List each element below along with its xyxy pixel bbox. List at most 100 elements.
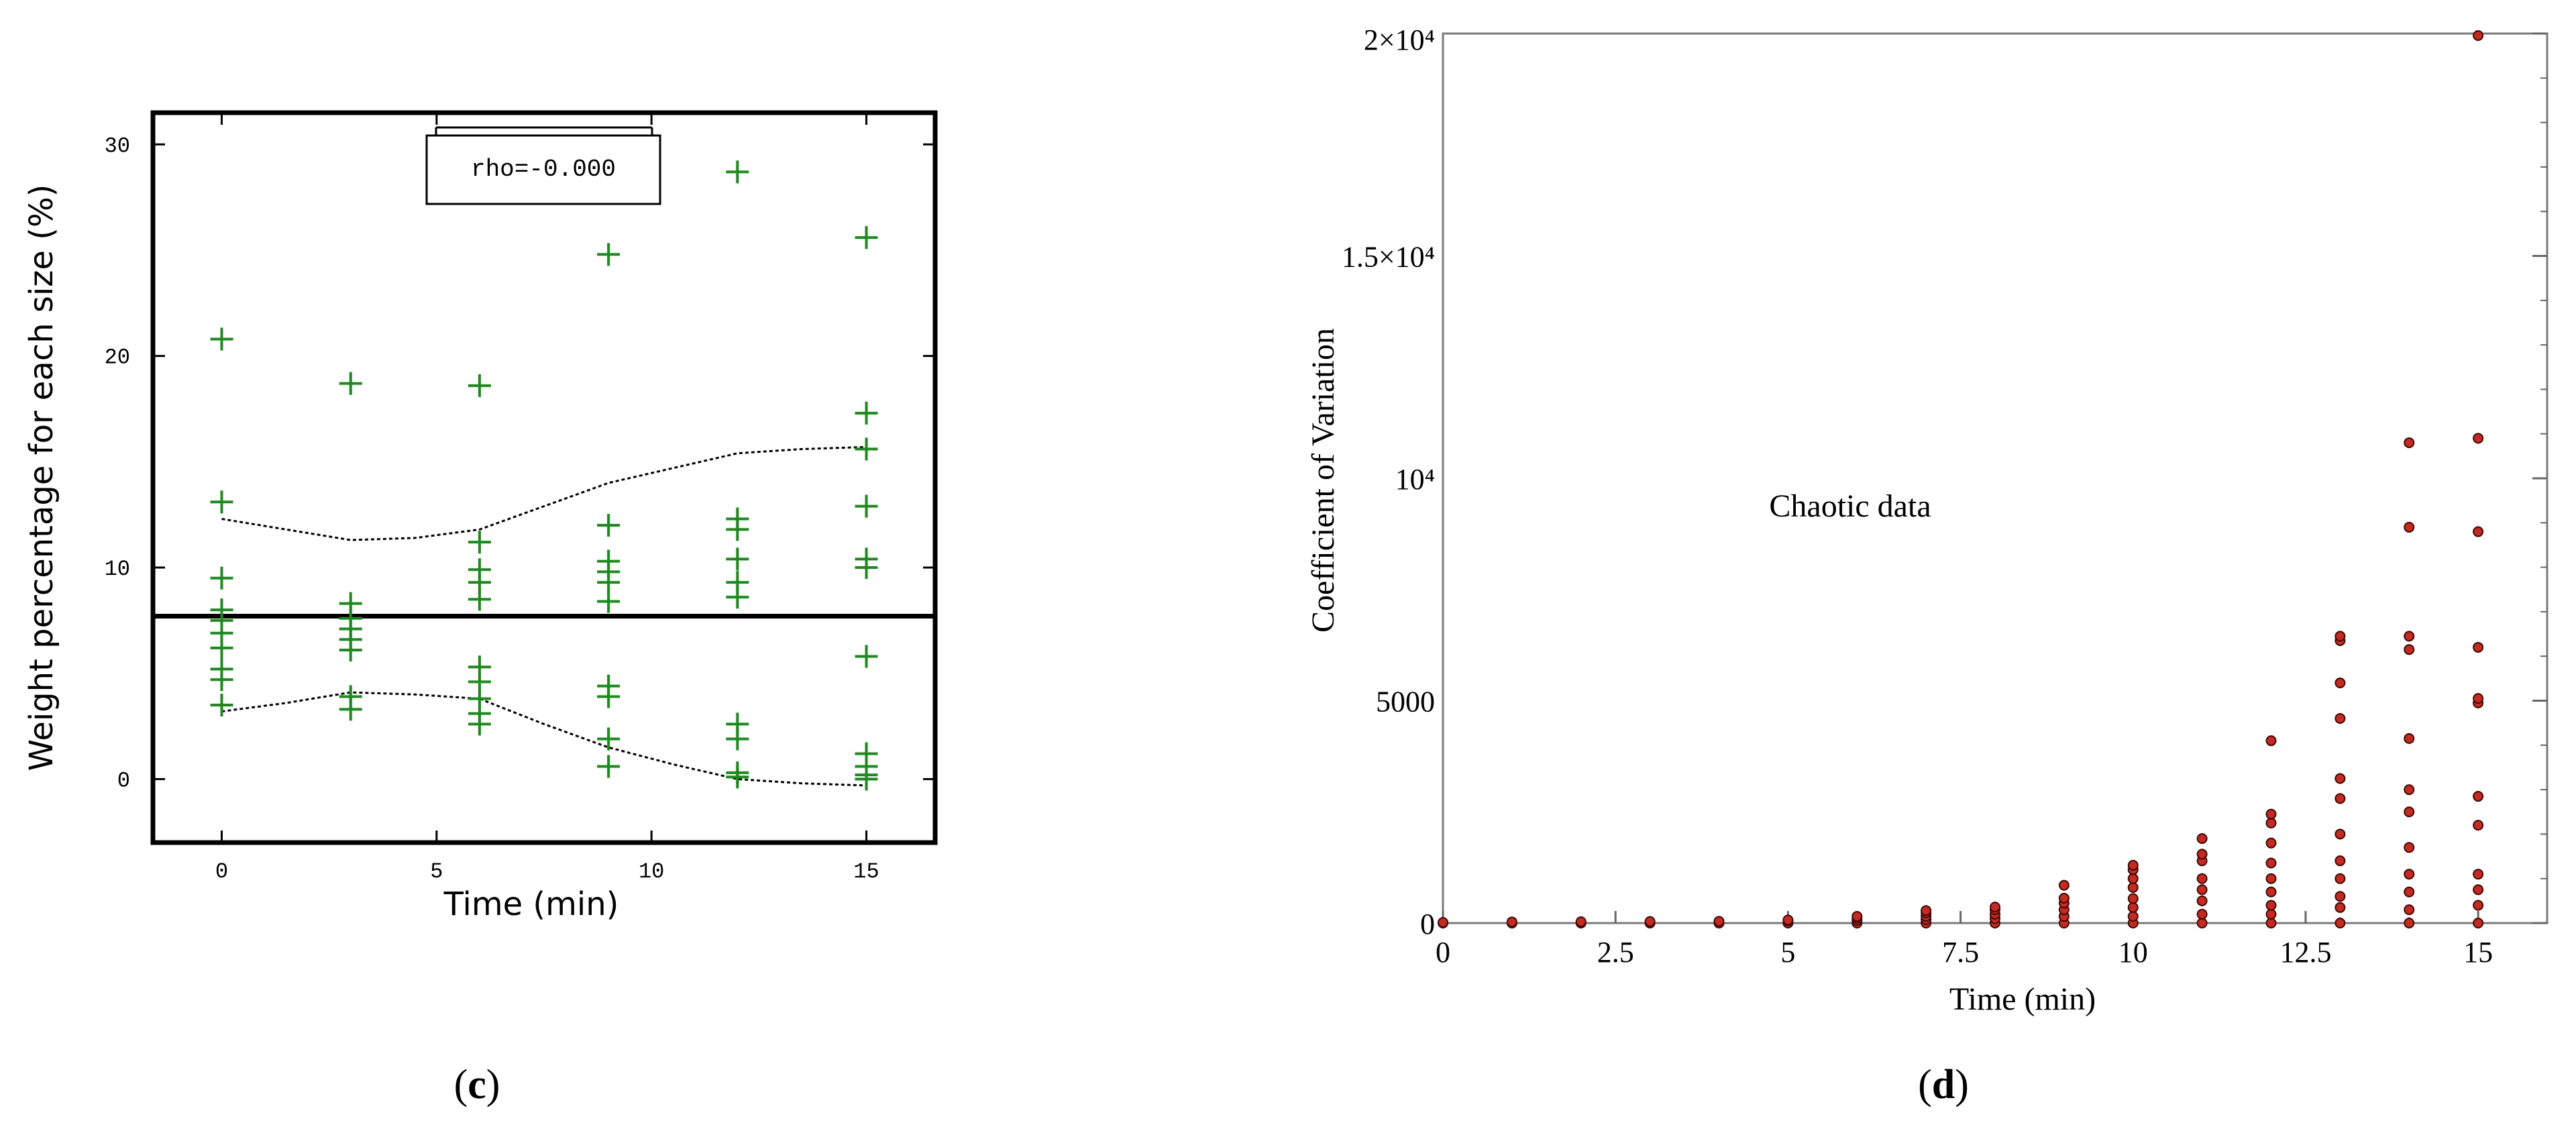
plot-frame-c bbox=[150, 110, 938, 845]
x-tick-label-d: 2.5 bbox=[1597, 936, 1634, 969]
data-point-c bbox=[468, 588, 491, 611]
panel-caption-c: (c) bbox=[454, 1062, 500, 1108]
y-tick-label-d: 5000 bbox=[1376, 686, 1435, 718]
data-point-c bbox=[855, 401, 878, 425]
data-point-d bbox=[2473, 820, 2484, 831]
y-tick-label-c: 20 bbox=[105, 345, 130, 370]
data-point-c bbox=[726, 765, 749, 789]
data-point-c bbox=[855, 556, 878, 580]
data-point-d bbox=[2404, 644, 2415, 655]
data-point-c bbox=[210, 668, 233, 692]
data-point-d bbox=[2334, 773, 2346, 784]
data-point-d bbox=[2404, 886, 2415, 898]
chart-d: 0 2.5 5 7.5 10 12.5 15 0 5000 10⁴ 1.5×10⁴ 2×10⁴ Cha… bbox=[1305, 23, 2548, 1108]
data-point-d bbox=[2473, 526, 2484, 537]
data-point-d bbox=[2334, 631, 2346, 642]
data-point-d bbox=[2473, 918, 2484, 928]
data-point-d bbox=[2265, 857, 2277, 869]
data-point-d bbox=[2196, 849, 2208, 860]
data-point-d bbox=[2265, 886, 2277, 898]
data-point-d bbox=[2265, 817, 2277, 828]
y-tick-label-d: 0 bbox=[1420, 908, 1435, 941]
x-tick-label-c: 10 bbox=[639, 859, 664, 884]
data-point-d bbox=[2196, 884, 2208, 896]
y-tick-label-c: 10 bbox=[105, 557, 130, 582]
y-tick-label-c: 0 bbox=[117, 768, 130, 793]
upper-band-c bbox=[221, 445, 867, 541]
x-axis-label-c: Time (min) bbox=[443, 886, 619, 923]
data-point-d bbox=[1438, 917, 1448, 928]
data-point-c bbox=[855, 437, 878, 461]
data-point-c bbox=[855, 494, 878, 518]
x-axis-label-d: Time (min) bbox=[1949, 981, 2096, 1017]
rho-annotation: rho=-0.000 bbox=[471, 156, 616, 183]
data-point-d bbox=[1644, 916, 1656, 927]
data-point-d bbox=[2404, 842, 2415, 853]
y-tick-label-d: 10⁴ bbox=[1395, 463, 1435, 496]
annotation-box-c: rho=-0.000 bbox=[425, 126, 661, 205]
data-point-c bbox=[339, 698, 362, 721]
lower-band-c bbox=[221, 691, 867, 787]
data-point-d bbox=[2473, 641, 2484, 653]
data-point-d bbox=[2265, 735, 2277, 747]
data-point-d bbox=[2404, 733, 2415, 744]
y-tick-label-d: 2×10⁴ bbox=[1364, 23, 1435, 56]
data-point-c bbox=[210, 566, 233, 590]
data-point-d bbox=[2334, 855, 2346, 867]
data-point-d bbox=[2334, 918, 2346, 928]
data-point-c bbox=[597, 727, 621, 751]
data-point-d bbox=[2473, 433, 2484, 444]
y-tick-label-c: 30 bbox=[105, 133, 130, 158]
data-point-d bbox=[1990, 902, 2000, 913]
data-point-d bbox=[2334, 677, 2346, 688]
data-point-d bbox=[2265, 837, 2277, 849]
data-point-d bbox=[2473, 884, 2484, 896]
x-tick-label-c: 0 bbox=[215, 859, 228, 884]
data-point-c bbox=[210, 490, 233, 514]
data-point-d bbox=[2265, 808, 2277, 820]
data-point-d bbox=[2265, 873, 2277, 884]
data-point-c bbox=[726, 160, 749, 184]
data-point-d bbox=[1921, 905, 1932, 916]
x-tick-label-d: 0 bbox=[1436, 936, 1450, 969]
data-point-d bbox=[2404, 784, 2415, 796]
data-point-d bbox=[2127, 881, 2139, 893]
data-point-d bbox=[2127, 902, 2139, 913]
panel-c: 0 5 10 15 0 10 20 30 rho=-0.000 Time (min) Weig… bbox=[0, 0, 966, 1122]
data-point-d bbox=[1506, 916, 1517, 928]
data-point-c bbox=[210, 694, 233, 717]
data-point-c bbox=[339, 639, 362, 662]
x-tick-label-d: 7.5 bbox=[1942, 936, 1979, 969]
data-point-d bbox=[2334, 891, 2346, 902]
data-point-d bbox=[2404, 806, 2415, 818]
data-point-d bbox=[2334, 713, 2346, 725]
x-tick-label-d: 10 bbox=[2118, 936, 2148, 969]
data-point-d bbox=[2334, 902, 2346, 913]
data-point-c bbox=[210, 636, 233, 659]
data-point-d bbox=[1851, 911, 1863, 922]
data-point-d bbox=[2473, 693, 2484, 704]
data-point-c bbox=[597, 513, 621, 537]
data-point-d bbox=[2196, 833, 2208, 845]
panel-caption-d: (d) bbox=[1918, 1062, 1969, 1108]
data-point-c bbox=[468, 531, 491, 554]
data-point-c bbox=[339, 372, 362, 395]
data-point-d bbox=[2196, 873, 2208, 884]
data-point-c bbox=[597, 590, 621, 613]
data-point-c bbox=[468, 374, 491, 397]
data-point-d bbox=[1575, 916, 1587, 928]
data-point-d bbox=[2404, 631, 2415, 642]
x-tick-label-c: 15 bbox=[853, 859, 879, 884]
data-point-d bbox=[2473, 900, 2484, 911]
y-axis-label-d: Coefficient of Variation bbox=[1305, 328, 1341, 633]
x-tick-label-c: 5 bbox=[430, 859, 443, 884]
data-point-d bbox=[2058, 892, 2070, 904]
panel-d: 0 2.5 5 7.5 10 12.5 15 0 5000 10⁴ 1.5×10⁴ 2×10⁴ Cha… bbox=[1254, 0, 2576, 1122]
data-point-d bbox=[2334, 873, 2346, 884]
data-point-c bbox=[597, 571, 621, 594]
data-point-d bbox=[2196, 908, 2208, 920]
data-point-c bbox=[597, 243, 621, 266]
x-tick-label-d: 12.5 bbox=[2279, 936, 2331, 969]
data-point-d bbox=[2265, 908, 2277, 920]
data-point-d bbox=[2196, 918, 2208, 928]
